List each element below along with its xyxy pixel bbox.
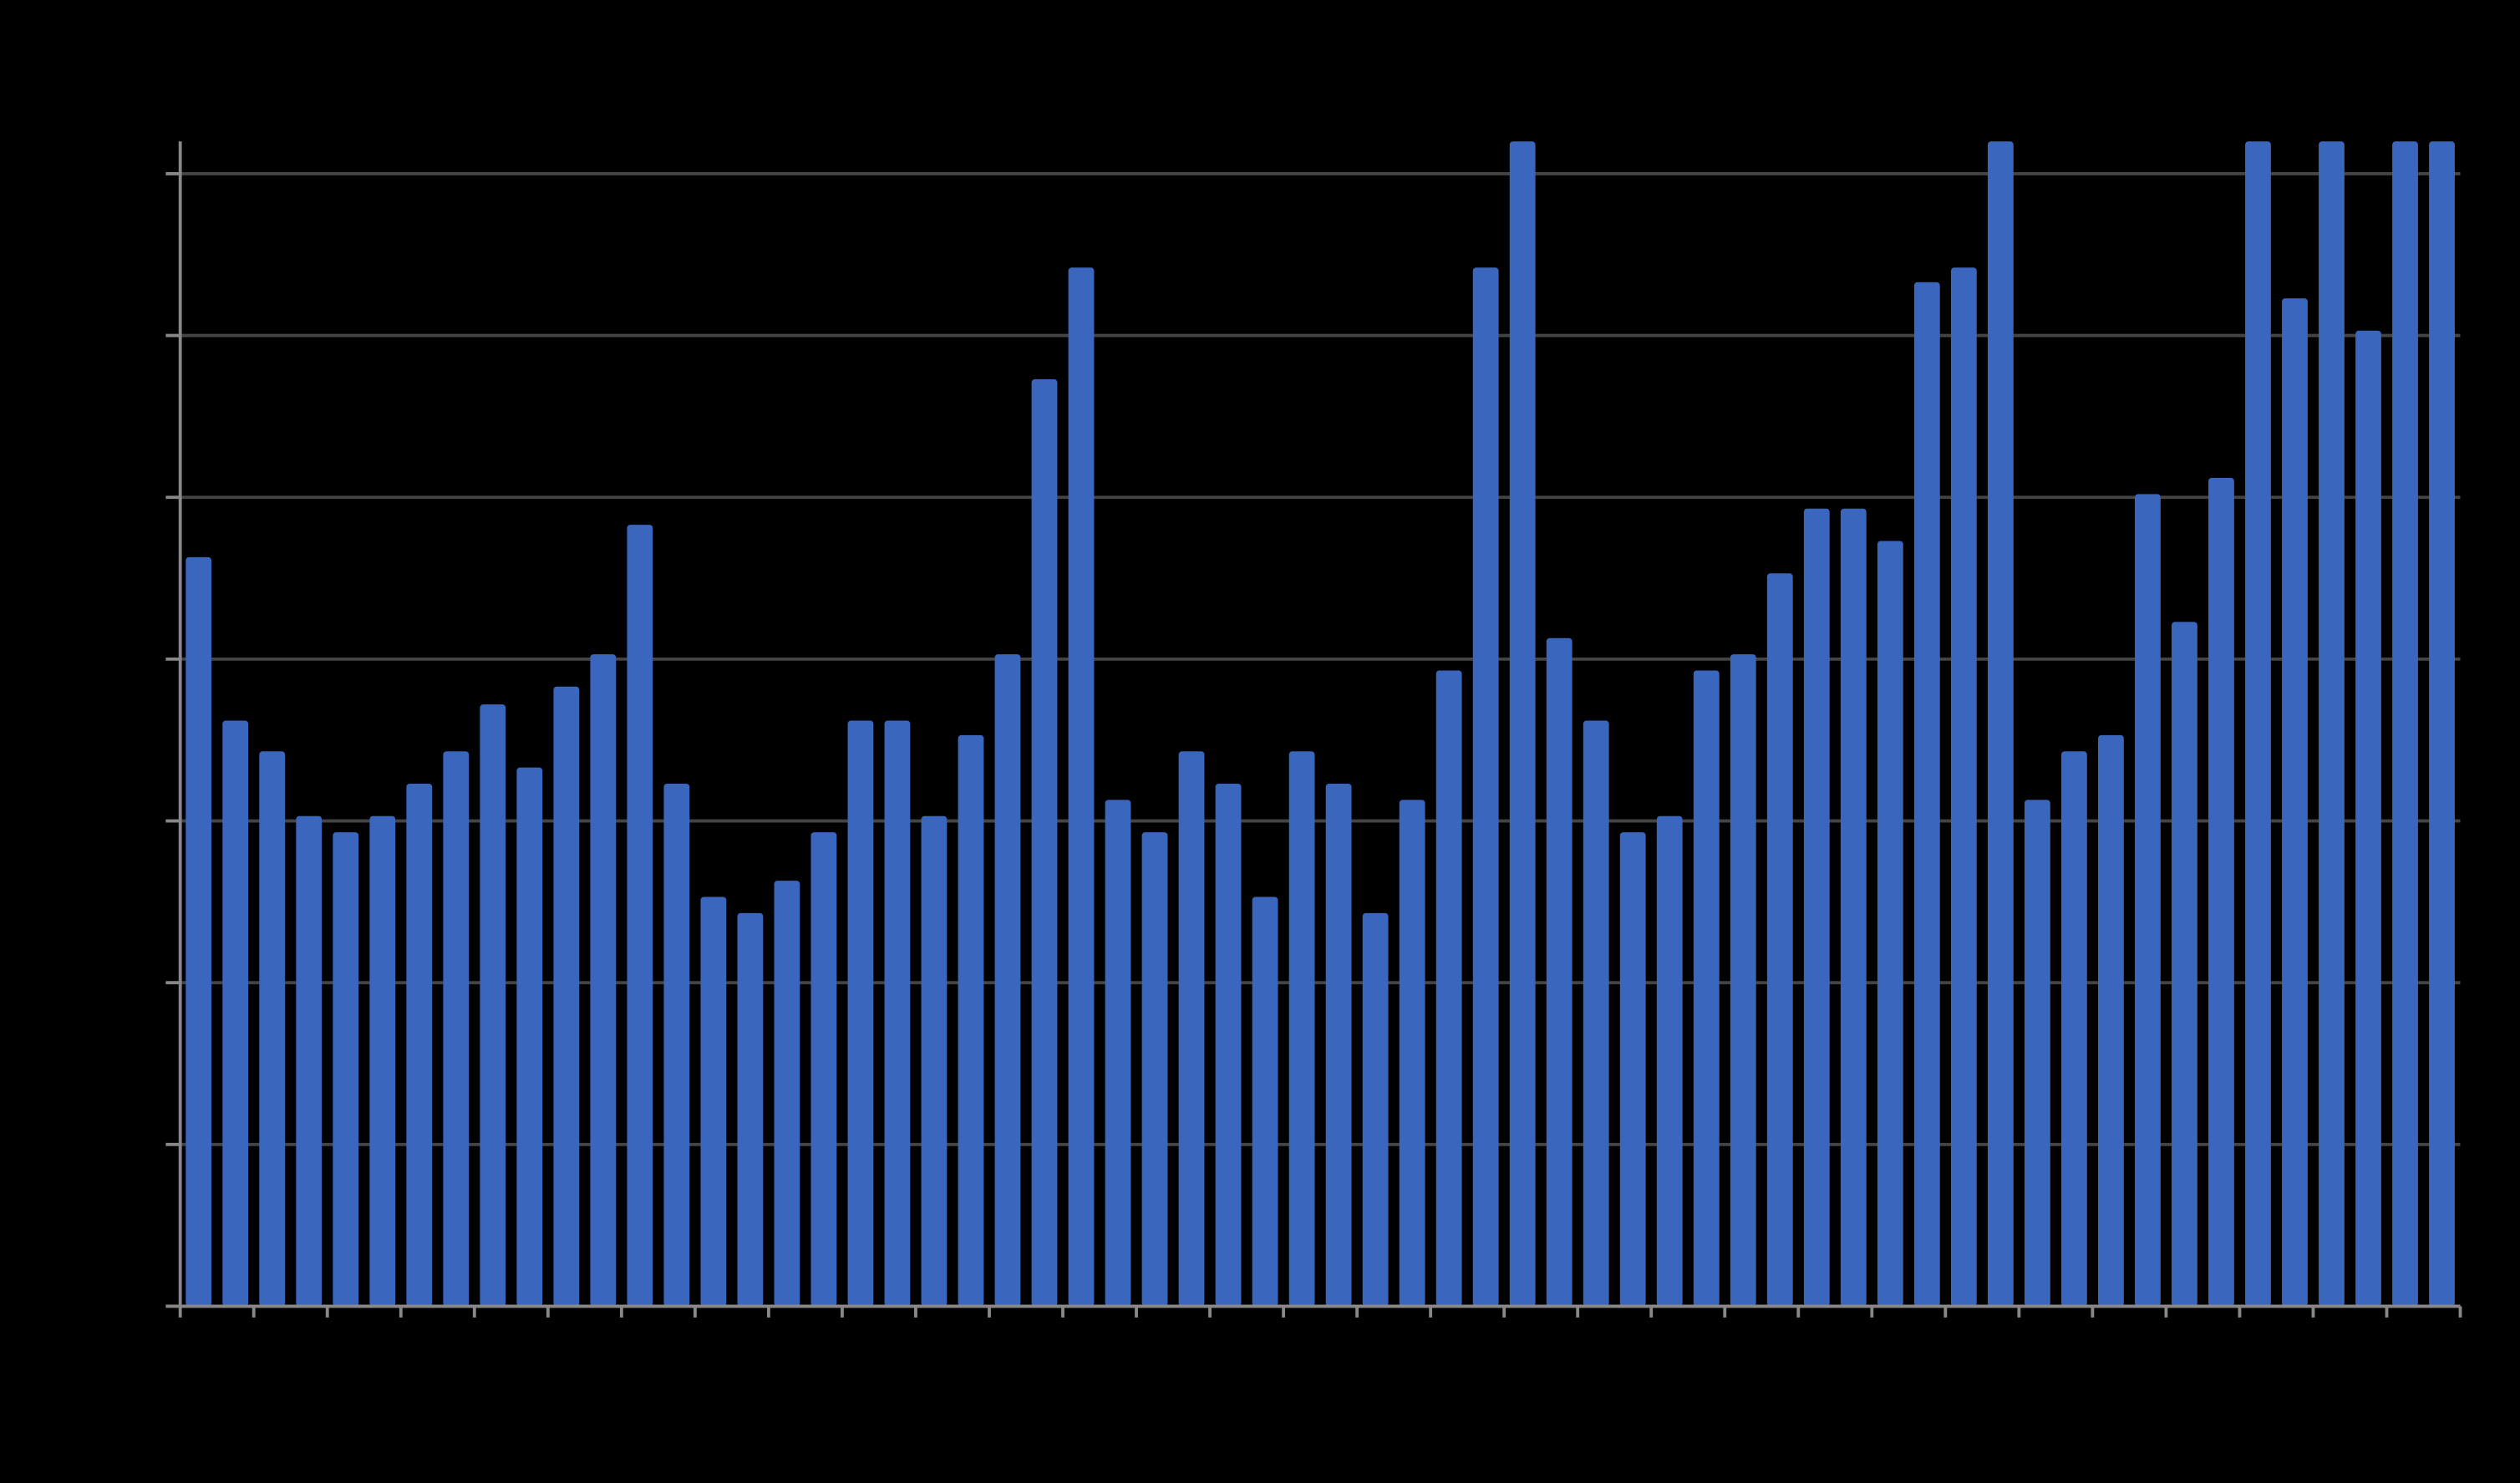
bar <box>663 783 690 1307</box>
bar <box>1068 267 1095 1307</box>
bar <box>369 815 396 1307</box>
bar <box>2355 330 2381 1307</box>
bar <box>958 734 984 1307</box>
bar <box>296 815 323 1307</box>
bar <box>884 720 911 1307</box>
bar <box>847 720 874 1307</box>
bar <box>1288 751 1315 1307</box>
bar <box>590 654 617 1307</box>
bar <box>1546 637 1572 1307</box>
bar <box>774 881 800 1307</box>
bar <box>1435 670 1462 1307</box>
bar <box>2024 800 2050 1307</box>
bar <box>2098 734 2124 1307</box>
bar <box>222 720 249 1307</box>
bar <box>1472 267 1499 1307</box>
bar <box>1105 800 1131 1307</box>
bar <box>259 751 286 1307</box>
bar <box>700 896 727 1307</box>
bar <box>1178 751 1205 1307</box>
bar <box>1215 783 1242 1307</box>
bar <box>1509 141 1536 1307</box>
bar <box>1619 832 1646 1307</box>
bar <box>1031 378 1058 1307</box>
bar <box>2282 298 2308 1307</box>
bar <box>185 556 212 1307</box>
bar <box>2429 141 2455 1307</box>
bar <box>1693 670 1720 1307</box>
bar <box>737 912 764 1307</box>
bar <box>1325 783 1352 1307</box>
bar <box>1399 800 1425 1307</box>
bar <box>2135 494 2161 1307</box>
bar <box>553 686 580 1307</box>
bar <box>2060 751 2087 1307</box>
bar <box>921 815 948 1307</box>
bar <box>627 525 653 1307</box>
bar <box>1766 573 1793 1307</box>
bar <box>1913 282 1940 1307</box>
bar <box>1730 654 1756 1307</box>
bar <box>2319 141 2345 1307</box>
bar <box>2208 478 2234 1307</box>
bar <box>333 832 359 1307</box>
bar <box>1583 720 1609 1307</box>
bar <box>1803 508 1830 1307</box>
bar <box>1950 267 1977 1307</box>
bar <box>443 751 470 1307</box>
bar <box>480 704 506 1307</box>
bar <box>2392 141 2418 1307</box>
bar <box>2245 141 2271 1307</box>
bar <box>1252 896 1278 1307</box>
bar <box>1362 912 1389 1307</box>
bar <box>994 654 1021 1307</box>
bar <box>1877 541 1903 1307</box>
bar <box>406 783 433 1307</box>
bar <box>1840 508 1867 1307</box>
bar <box>2172 622 2197 1307</box>
bar <box>1987 141 2014 1307</box>
bar <box>810 832 837 1307</box>
bar <box>1141 832 1168 1307</box>
bar <box>1656 815 1683 1307</box>
bar <box>516 767 543 1307</box>
